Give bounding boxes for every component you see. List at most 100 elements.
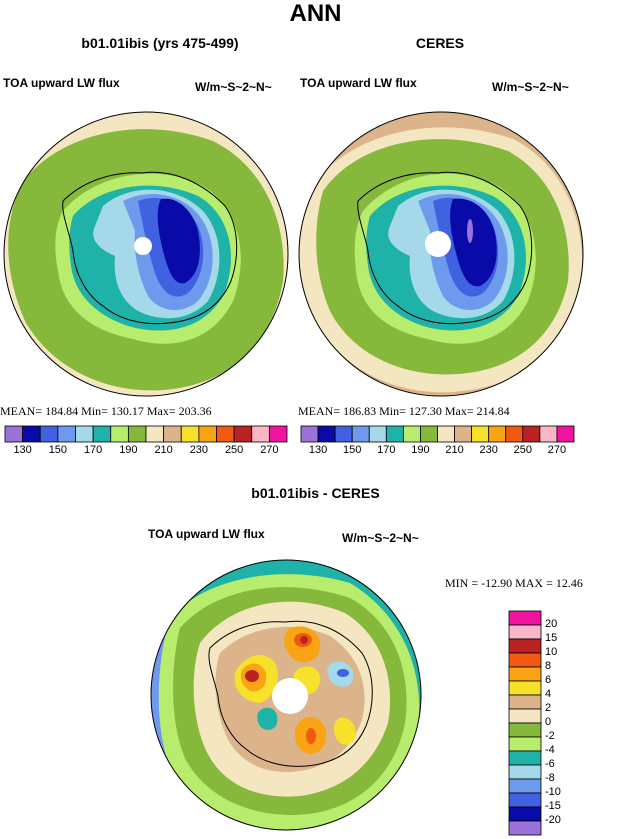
colorbar-tick-label: 250 (224, 444, 244, 456)
colorbar-swatch (92, 425, 112, 443)
colorbar-tick-label: 190 (119, 444, 138, 456)
colorbar-swatch (508, 750, 542, 766)
colorbar-swatch (300, 425, 319, 443)
colorbar-swatch (508, 778, 542, 794)
colorbar-tick-label: 190 (411, 444, 430, 456)
diff-stats: MIN = -12.90 MAX = 12.46 (445, 576, 583, 590)
colorbar-swatch (508, 694, 542, 710)
colorbar-tick-label: 10 (545, 646, 558, 658)
colorbar-tick-label: 8 (545, 660, 552, 672)
colorbar-swatch (508, 638, 542, 654)
colorbar-tick-label: 2 (545, 702, 552, 714)
colorbar-tick-label: 270 (260, 444, 279, 456)
colorbar-swatch (508, 666, 542, 682)
colorbar-swatch (268, 425, 288, 443)
panel-left-variable: TOA upward LW flux (3, 76, 120, 90)
colorbar-swatch (508, 708, 542, 724)
colorbar-swatch (488, 425, 507, 443)
colorbar-swatch (233, 425, 253, 443)
colorbar-swatch (522, 425, 541, 443)
colorbar-swatch (75, 425, 94, 443)
colorbar-swatch (22, 425, 41, 443)
map-model (3, 111, 289, 397)
colorbar-difference-ticks: 20 15 10 8 6 4 2 0 -2 -4 -6 -8 -10 -15 -20 (545, 611, 585, 835)
panel-right-stats: MEAN= 186.83 Min= 127.30 Max= 214.84 (298, 404, 510, 418)
colorbar-swatch (198, 425, 217, 443)
colorbar-swatch (556, 425, 575, 443)
colorbar-swatch (508, 722, 542, 738)
colorbar-swatch (4, 425, 24, 443)
colorbar-tick-label: -4 (545, 744, 555, 756)
diff-title: b01.01ibis - CERES (251, 485, 380, 501)
colorbar-tick-label: 20 (545, 618, 558, 630)
main-title: ANN (289, 0, 342, 27)
colorbar-swatch (539, 425, 558, 443)
colorbar-tick-label: 0 (545, 716, 552, 728)
colorbar-right-ticks: 130 150 170 190 210 230 250 270 (301, 444, 574, 458)
colorbar-tick-label: 230 (189, 444, 209, 456)
panel-right-title: CERES (415, 35, 465, 51)
panel-right-variable: TOA upward LW flux (300, 76, 417, 90)
colorbar-tick-label: -2 (545, 730, 555, 742)
colorbar-tick-label: -15 (545, 800, 561, 812)
colorbar-swatch (385, 425, 404, 443)
colorbar-swatch (402, 425, 421, 443)
panel-right-units: W/m~S~2~N~ (492, 80, 569, 94)
colorbar-tick-label: 15 (545, 632, 558, 644)
panel-left-title: b01.01ibis (yrs 475-499) (81, 35, 239, 51)
colorbar-tick-label: 210 (154, 444, 173, 456)
colorbar-swatch (334, 425, 353, 443)
colorbar-swatch (57, 425, 76, 443)
colorbar-tick-label: 130 (13, 444, 32, 456)
colorbar-swatch (508, 764, 542, 780)
colorbar-difference (508, 610, 542, 836)
colorbar-swatch (508, 624, 542, 640)
colorbar-swatch (454, 425, 473, 443)
colorbar-left-ticks: 130 150 170 190 210 230 250 270 (5, 444, 287, 458)
colorbar-tick-label: -6 (545, 758, 555, 770)
colorbar-swatch (127, 425, 147, 443)
colorbar-swatch (351, 425, 370, 443)
colorbar-swatch (508, 610, 542, 626)
map-difference (150, 559, 422, 831)
colorbar-swatch (368, 425, 387, 443)
colorbar-swatch (317, 425, 336, 443)
colorbar-swatch (508, 806, 542, 822)
colorbar-tick-label: 150 (48, 444, 68, 456)
colorbar-right (300, 425, 575, 443)
colorbar-tick-label: 270 (547, 444, 567, 456)
colorbar-swatch (508, 736, 542, 752)
colorbar-swatch (39, 425, 59, 443)
diff-units: W/m~S~2~N~ (342, 531, 419, 545)
colorbar-tick-label: 170 (377, 444, 396, 456)
colorbar-swatch (508, 820, 542, 836)
map-ceres (298, 111, 584, 397)
colorbar-tick-label: -8 (545, 772, 555, 784)
colorbar-swatch (110, 425, 129, 443)
colorbar-tick-label: 170 (83, 444, 103, 456)
colorbar-swatch (508, 652, 542, 668)
colorbar-swatch (508, 680, 542, 696)
colorbar-swatch (216, 425, 235, 443)
panel-left-stats: MEAN= 184.84 Min= 130.17 Max= 203.36 (0, 404, 212, 418)
colorbar-swatch (505, 425, 524, 443)
colorbar-tick-label: -10 (545, 786, 561, 798)
colorbar-tick-label: 230 (479, 444, 498, 456)
colorbar-swatch (471, 425, 490, 443)
diff-variable: TOA upward LW flux (148, 527, 265, 541)
colorbar-swatch (508, 792, 542, 808)
colorbar-swatch (163, 425, 182, 443)
colorbar-left (4, 425, 288, 443)
colorbar-swatch (437, 425, 455, 443)
panel-left-units: W/m~S~2~N~ (195, 80, 272, 94)
colorbar-tick-label: 250 (513, 444, 532, 456)
colorbar-tick-label: -20 (545, 814, 561, 826)
colorbar-tick-label: 150 (343, 444, 362, 456)
colorbar-tick-label: 4 (545, 688, 552, 700)
colorbar-swatch (180, 425, 200, 443)
colorbar-tick-label: 210 (445, 444, 464, 456)
colorbar-swatch (420, 425, 438, 443)
colorbar-swatch (145, 425, 165, 443)
colorbar-tick-label: 130 (308, 444, 328, 456)
colorbar-tick-label: 6 (545, 674, 552, 686)
